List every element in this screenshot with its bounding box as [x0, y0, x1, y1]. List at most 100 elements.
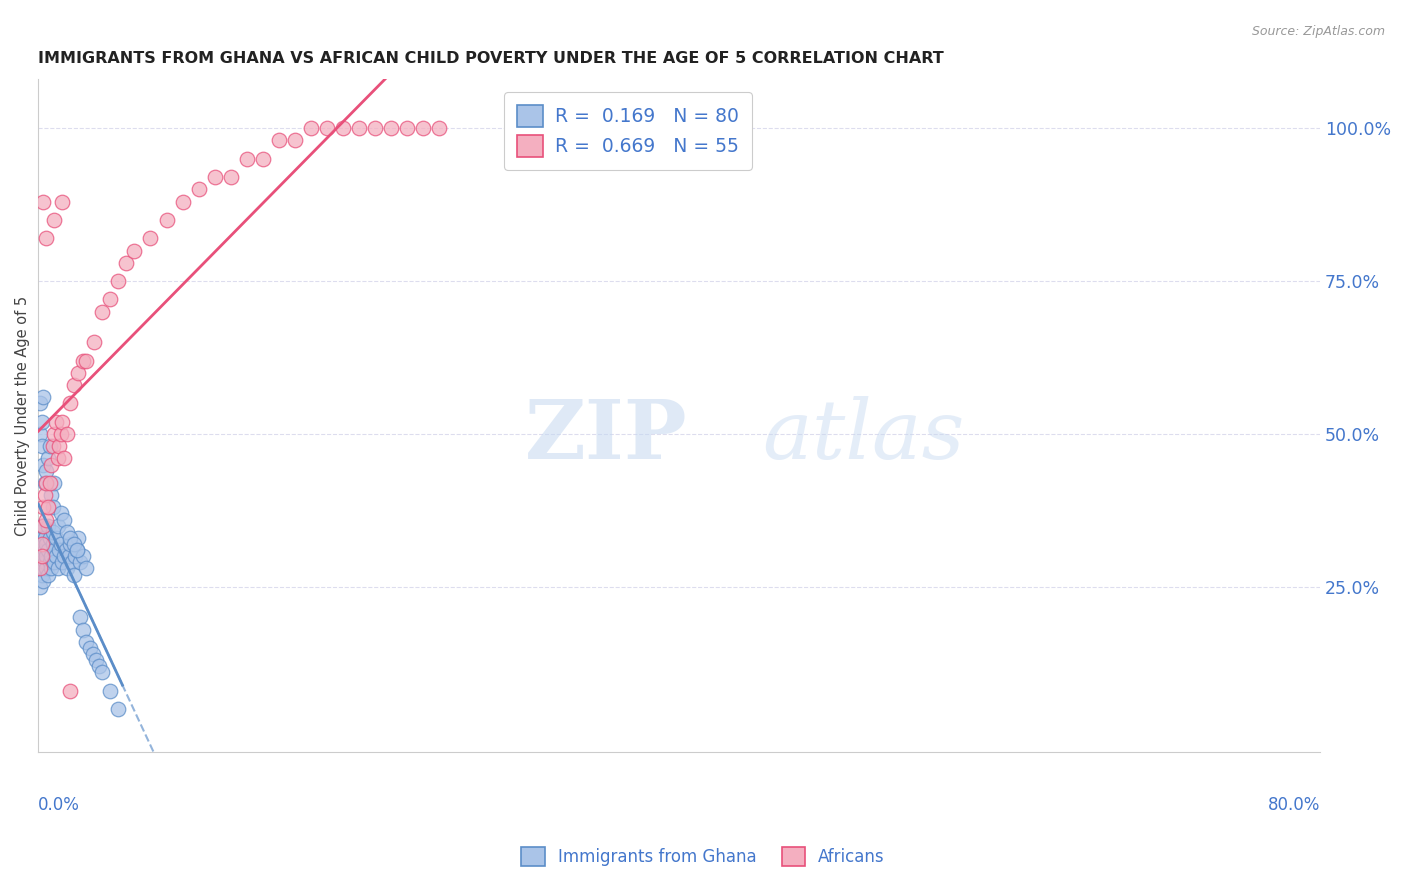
Point	[412, 121, 434, 136]
Point	[299, 121, 322, 136]
Point	[58, 549, 80, 564]
Point	[31, 555, 53, 569]
Point	[100, 293, 122, 307]
Point	[48, 439, 70, 453]
Point	[52, 512, 75, 526]
Point	[44, 543, 66, 558]
Point	[75, 561, 97, 575]
Point	[39, 458, 62, 472]
Point	[67, 531, 90, 545]
Point	[34, 543, 56, 558]
Point	[69, 610, 91, 624]
Point	[267, 133, 290, 147]
Point	[172, 194, 194, 209]
Point	[45, 415, 67, 429]
Point	[72, 353, 94, 368]
Point	[284, 133, 307, 147]
Point	[28, 561, 51, 575]
Point	[34, 555, 56, 569]
Point	[37, 451, 59, 466]
Point	[56, 561, 79, 575]
Point	[31, 518, 53, 533]
Point	[51, 415, 73, 429]
Point	[37, 543, 59, 558]
Legend: Immigrants from Ghana, Africans: Immigrants from Ghana, Africans	[515, 840, 891, 873]
Point	[28, 549, 51, 564]
Point	[44, 427, 66, 442]
Point	[155, 213, 177, 227]
Point	[42, 524, 65, 539]
Point	[59, 531, 82, 545]
Point	[380, 121, 402, 136]
Point	[34, 475, 56, 490]
Point	[347, 121, 370, 136]
Point	[235, 152, 257, 166]
Point	[364, 121, 387, 136]
Point	[62, 537, 84, 551]
Point	[35, 549, 58, 564]
Text: Source: ZipAtlas.com: Source: ZipAtlas.com	[1251, 25, 1385, 38]
Point	[72, 623, 94, 637]
Point	[66, 543, 89, 558]
Point	[38, 531, 60, 545]
Point	[32, 500, 55, 515]
Point	[75, 635, 97, 649]
Point	[395, 121, 418, 136]
Text: ZIP: ZIP	[526, 396, 688, 475]
Point	[52, 451, 75, 466]
Point	[49, 507, 72, 521]
Point	[79, 640, 101, 655]
Point	[91, 304, 114, 318]
Point	[34, 488, 56, 502]
Point	[115, 256, 138, 270]
Point	[75, 353, 97, 368]
Point	[100, 683, 122, 698]
Point	[35, 537, 58, 551]
Point	[31, 537, 53, 551]
Point	[32, 518, 55, 533]
Point	[31, 531, 53, 545]
Point	[44, 555, 66, 569]
Point	[45, 549, 67, 564]
Point	[35, 512, 58, 526]
Point	[32, 537, 55, 551]
Point	[32, 390, 55, 404]
Point	[315, 121, 337, 136]
Text: IMMIGRANTS FROM GHANA VS AFRICAN CHILD POVERTY UNDER THE AGE OF 5 CORRELATION CH: IMMIGRANTS FROM GHANA VS AFRICAN CHILD P…	[38, 51, 943, 66]
Point	[252, 152, 274, 166]
Point	[38, 475, 60, 490]
Point	[37, 518, 59, 533]
Point	[69, 555, 91, 569]
Point	[55, 543, 77, 558]
Point	[42, 500, 65, 515]
Point	[59, 396, 82, 410]
Text: 80.0%: 80.0%	[1268, 796, 1320, 814]
Point	[204, 170, 226, 185]
Point	[89, 659, 111, 673]
Text: atlas: atlas	[762, 396, 965, 475]
Point	[31, 415, 53, 429]
Point	[31, 567, 53, 582]
Point	[139, 231, 162, 245]
Point	[67, 366, 90, 380]
Point	[45, 531, 67, 545]
Point	[83, 335, 105, 350]
Point	[46, 518, 69, 533]
Legend: R =  0.169   N = 80, R =  0.669   N = 55: R = 0.169 N = 80, R = 0.669 N = 55	[505, 92, 752, 170]
Point	[44, 213, 66, 227]
Point	[28, 580, 51, 594]
Point	[82, 647, 104, 661]
Point	[49, 537, 72, 551]
Point	[37, 500, 59, 515]
Point	[35, 561, 58, 575]
Point	[52, 549, 75, 564]
Point	[28, 537, 51, 551]
Point	[49, 427, 72, 442]
Point	[59, 683, 82, 698]
Point	[91, 665, 114, 680]
Point	[31, 439, 53, 453]
Point	[44, 475, 66, 490]
Point	[31, 549, 53, 564]
Point	[42, 439, 65, 453]
Point	[84, 653, 107, 667]
